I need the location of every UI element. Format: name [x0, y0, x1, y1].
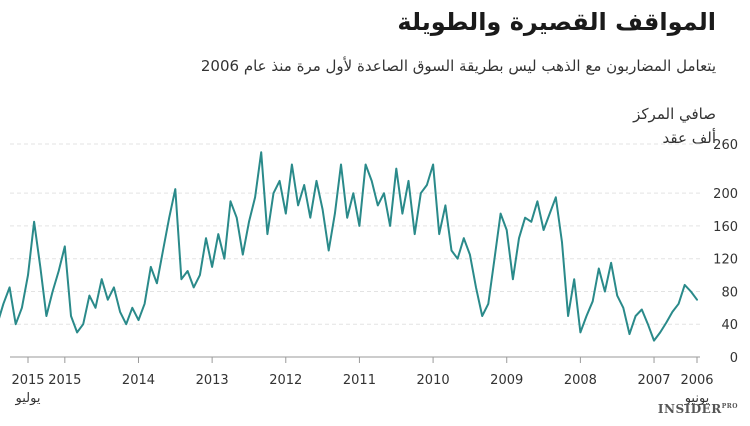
series-line-0 [0, 151, 698, 342]
y-tick-label: 120 [713, 253, 738, 268]
line-layer [0, 151, 698, 342]
y-tick-label: 80 [721, 285, 738, 300]
x-tick-label: 2015 [11, 373, 44, 388]
brand-suffix: PRO [721, 403, 738, 410]
x-tick-label: 2014 [122, 373, 155, 388]
x-tick-label: 2013 [196, 373, 229, 388]
y-axis-ticks: 0 40 80 120 160 200 260 [713, 138, 738, 366]
y-tick-label: 0 [730, 351, 738, 366]
y-tick-label: 160 [713, 220, 738, 235]
brand-logo: INSIDERPRO [658, 402, 738, 416]
x-tick-label: 2011 [343, 373, 376, 388]
x-tick-label: 2010 [417, 373, 450, 388]
x-tick-label: 2008 [564, 373, 597, 388]
x-axis-ticks: 2015 يوليو 2015 2014 2013 2012 2011 2010 2009 200… [11, 357, 714, 406]
x-tick-sublabel: يوليو [15, 391, 41, 406]
x-tick-label: 2009 [490, 373, 523, 388]
x-tick-label: 2006 [680, 373, 713, 388]
y-tick-label: 260 [713, 138, 738, 153]
y-tick-label: 40 [721, 318, 738, 333]
y-tick-label: 200 [713, 187, 738, 202]
x-tick-label: 2007 [637, 373, 670, 388]
grid-layer [10, 143, 700, 358]
y-axis-unit-line1: صافي المركز [633, 105, 716, 123]
brand-name: INSIDER [657, 402, 722, 416]
x-tick-label: 2015 [48, 373, 81, 388]
x-tick-sublabel: يونيو [684, 391, 710, 406]
y-axis-unit: صافي المركز ألف عقد [556, 102, 716, 150]
x-tick-label: 2012 [269, 373, 302, 388]
chart-title: المواقف القصيرة والطويلة [397, 8, 716, 36]
chart-subtitle: يتعامل المضاربون مع الذهب ليس بطريقة الس… [200, 57, 716, 75]
y-axis-unit-line2: ألف عقد [662, 129, 716, 147]
